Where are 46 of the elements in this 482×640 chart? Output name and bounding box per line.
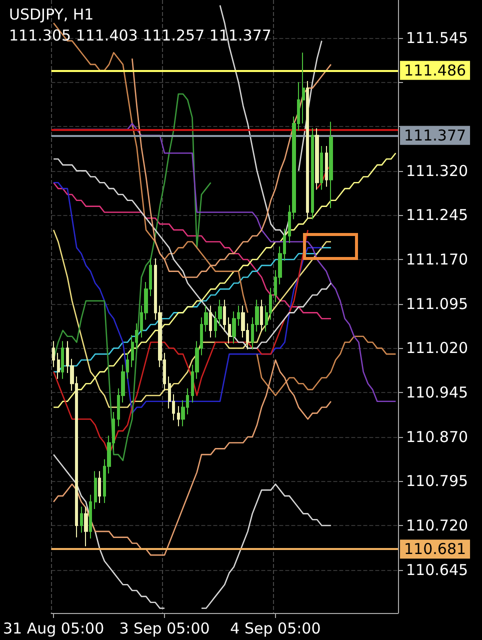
line-series [52, 182, 322, 414]
candlestick [315, 128, 319, 190]
candlestick [89, 494, 92, 540]
y-tick-label: 110.720 [406, 516, 468, 535]
candlestick [223, 299, 226, 332]
candlestick [84, 506, 88, 547]
line-series [52, 158, 332, 349]
y-tick-label: 110.795 [406, 472, 468, 490]
candlestick [52, 340, 55, 368]
candlestick [177, 406, 180, 427]
candlestick [98, 470, 101, 504]
ref-line-label: 110.681 [404, 540, 466, 558]
candlestick [260, 299, 263, 332]
candlestick [320, 146, 323, 190]
y-tick-label: 111.320 [406, 162, 468, 180]
candlestick [302, 52, 305, 124]
line-series [52, 247, 332, 372]
y-tick-label: 111.170 [406, 250, 468, 269]
x-tick-label: 31 Aug 05:00 [2, 620, 104, 638]
candlestick [329, 121, 333, 209]
ref-line-label: 111.486 [404, 61, 466, 80]
candlestick [306, 80, 309, 220]
candlestick [94, 470, 97, 510]
x-tick-label: 4 Sep 05:00 [230, 620, 321, 638]
candlestick [80, 506, 83, 534]
candlestick [57, 352, 60, 380]
ref-line-label: 111.377 [404, 126, 466, 144]
candlestick [209, 305, 212, 338]
line-series [52, 359, 332, 556]
y-tick-label: 111.095 [406, 294, 468, 313]
x-tick-label: 3 Sep 05:00 [119, 620, 210, 638]
y-tick-label: 110.870 [406, 428, 468, 446]
candlestick [228, 316, 231, 344]
line-series [132, 58, 332, 278]
candlestick [325, 146, 328, 188]
line-series [52, 182, 332, 320]
y-tick-label: 111.545 [406, 28, 468, 47]
y-tick-label: 110.645 [406, 560, 468, 579]
line-series [52, 93, 212, 462]
line-series [52, 229, 332, 408]
candlestick [61, 340, 64, 380]
candlestick [311, 128, 314, 220]
chart-title: USDJPY, H1 [9, 6, 94, 24]
y-tick-label: 110.945 [406, 384, 468, 402]
y-tick-label: 111.020 [406, 339, 468, 358]
y-tick-label: 111.245 [406, 206, 468, 224]
